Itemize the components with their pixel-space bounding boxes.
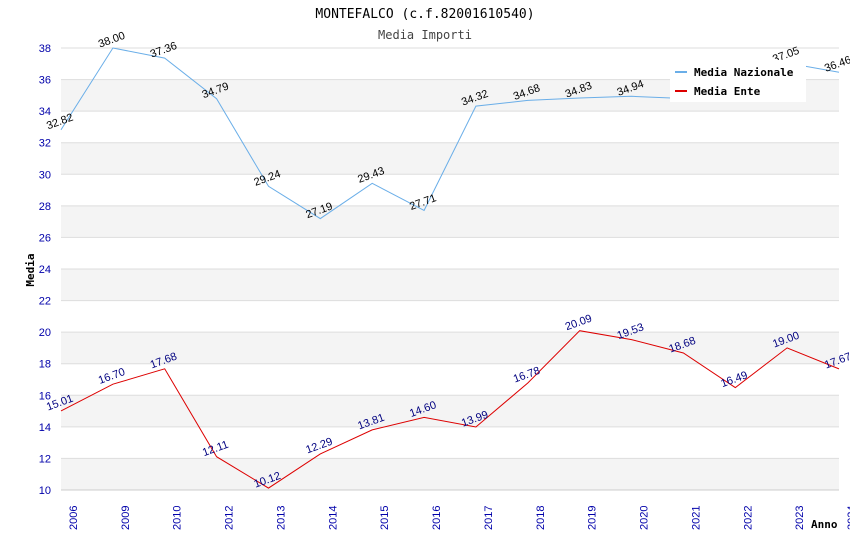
x-tick-label: 2012 xyxy=(224,506,236,530)
data-label: 38.00 xyxy=(97,30,127,51)
y-tick-label: 16 xyxy=(39,390,51,402)
x-tick-label: 2010 xyxy=(172,506,184,530)
series-lines xyxy=(60,47,840,489)
chart-title: MONTEFALCO (c.f.82001610540) xyxy=(315,7,534,22)
grid-band xyxy=(61,300,839,333)
grid-band xyxy=(61,332,839,364)
y-tick-label: 26 xyxy=(39,232,51,244)
series-line-media-ente xyxy=(60,330,840,489)
legend: Media Nazionale Media Ente xyxy=(670,60,806,102)
y-tick-label: 32 xyxy=(39,138,51,150)
legend-box xyxy=(670,60,806,102)
x-axis-label: Anno xyxy=(811,518,838,531)
grid-band xyxy=(61,458,839,490)
x-axis-ticks: 2006 2009 2010 2012 2013 2014 2015 2016 2017 2018… xyxy=(68,506,850,530)
x-tick-label: 2019 xyxy=(587,506,599,530)
chart-subtitle: Media Importi xyxy=(378,28,472,42)
grid-band xyxy=(61,205,839,238)
y-tick-label: 34 xyxy=(39,106,51,118)
legend-label: Media Ente xyxy=(694,85,761,98)
y-tick-label: 22 xyxy=(39,296,51,308)
grid-lines xyxy=(61,47,839,491)
x-tick-label: 2022 xyxy=(742,506,754,530)
grid-band xyxy=(61,237,839,269)
x-tick-label: 2015 xyxy=(379,506,391,530)
grid-band xyxy=(61,395,839,427)
y-axis-label: Media xyxy=(24,253,37,286)
x-tick-label: 2021 xyxy=(690,506,702,530)
series-line-media-nazionale xyxy=(60,47,840,220)
x-tick-label: 2014 xyxy=(327,506,339,530)
legend-label: Media Nazionale xyxy=(694,66,794,79)
x-tick-label: 2020 xyxy=(639,506,651,530)
x-tick-label: 2006 xyxy=(68,506,80,530)
y-tick-label: 12 xyxy=(39,453,51,465)
grid-band xyxy=(61,111,839,143)
y-tick-label: 10 xyxy=(39,485,51,497)
y-tick-label: 36 xyxy=(39,75,51,87)
y-tick-label: 20 xyxy=(39,327,51,339)
grid-bands xyxy=(61,48,839,490)
grid-band xyxy=(61,174,839,206)
y-tick-label: 28 xyxy=(39,201,51,213)
x-tick-label: 2009 xyxy=(120,506,132,530)
y-axis-ticks: 10 12 14 16 18 20 22 24 26 28 30 32 34 36 38 xyxy=(39,43,51,497)
x-tick-label: 2013 xyxy=(275,506,287,530)
y-tick-label: 38 xyxy=(39,43,51,55)
y-tick-label: 24 xyxy=(39,264,51,276)
x-tick-label: 2017 xyxy=(483,506,495,530)
y-tick-label: 30 xyxy=(39,169,51,181)
grid-band xyxy=(61,363,839,396)
x-tick-label: 2023 xyxy=(794,506,806,530)
x-tick-label: 2018 xyxy=(535,506,547,530)
x-tick-label: 2016 xyxy=(431,506,443,530)
y-tick-label: 18 xyxy=(39,359,51,371)
y-tick-label: 14 xyxy=(39,422,51,434)
grid-band xyxy=(61,269,839,301)
x-tick-label: 2024 xyxy=(846,506,850,530)
grid-band xyxy=(61,426,839,459)
